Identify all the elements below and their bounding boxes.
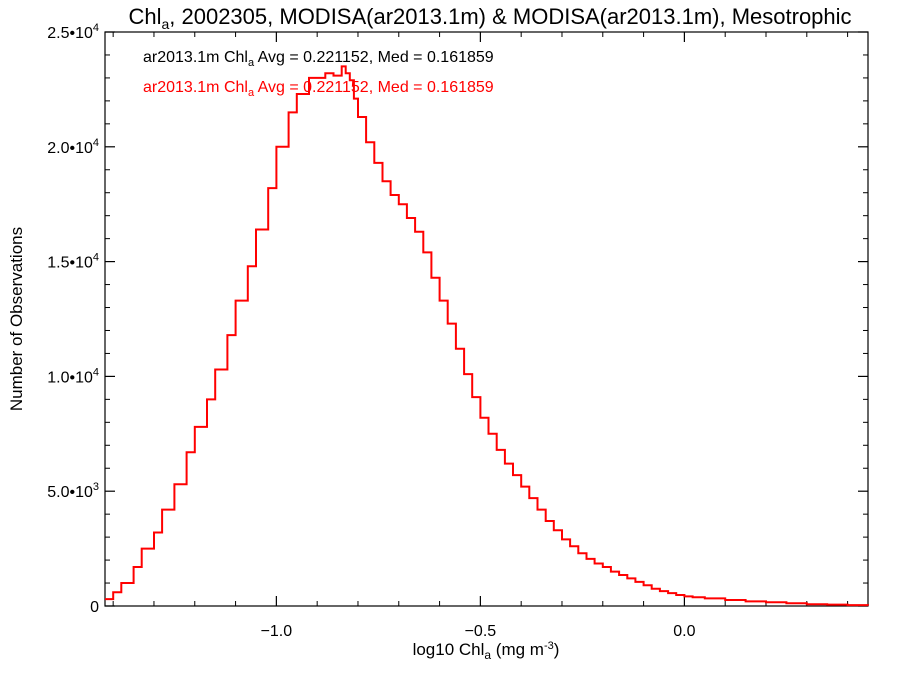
axis-ticks: −1.0 −0.5 0.0 0 5.0•103 1.0•104 1.5•104 2.0•104… (47, 22, 868, 640)
annotation-1: ar2013.1m Chla Avg = 0.221152, Med = 0.1… (143, 49, 494, 69)
y-tick-label: 2.5•104 (47, 22, 99, 42)
histogram-series (105, 65, 869, 607)
annotation-2: ar2013.1m Chla Avg = 0.221152, Med = 0.1… (143, 79, 494, 99)
x-tick-label: 0.0 (673, 623, 695, 640)
plot-frame (104, 31, 869, 607)
chart-title: Chla, 2002305, MODISA(ar2013.1m) & MODIS… (128, 4, 851, 32)
y-tick-label: 0 (90, 599, 99, 616)
y-tick-label: 5.0•103 (47, 481, 99, 501)
y-tick-label: 2.0•104 (47, 137, 99, 157)
x-axis-label: log10 Chla (mg m-3) (413, 640, 560, 662)
y-tick-label: 1.0•104 (47, 366, 99, 386)
y-tick-label: 1.5•104 (47, 252, 99, 272)
y-axis-label: Number of Observations (7, 227, 26, 411)
x-tick-label: −1.0 (261, 623, 293, 640)
x-tick-label: −0.5 (465, 623, 497, 640)
